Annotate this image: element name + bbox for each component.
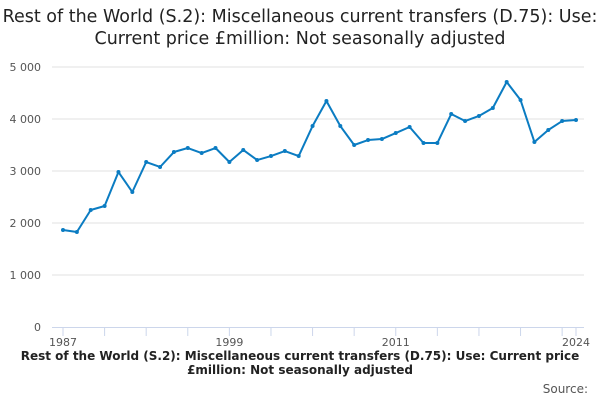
- data-point: [393, 131, 398, 136]
- data-point: [476, 113, 481, 118]
- y-tick-label: 4 000: [10, 113, 42, 126]
- data-point: [407, 125, 412, 130]
- data-point: [518, 98, 523, 103]
- data-point: [116, 170, 121, 175]
- data-point: [560, 119, 565, 124]
- data-point: [435, 141, 440, 146]
- data-point: [74, 229, 79, 234]
- x-tick-label: 1999: [215, 336, 243, 349]
- data-point: [158, 164, 163, 169]
- data-point: [338, 124, 343, 129]
- data-point: [171, 150, 176, 155]
- footer-title: Rest of the World (S.2): Miscellaneous c…: [20, 349, 580, 377]
- data-point: [504, 79, 509, 84]
- data-point: [227, 160, 232, 165]
- data-point: [449, 112, 454, 117]
- data-point: [130, 190, 135, 195]
- x-tick-label: 1987: [49, 336, 77, 349]
- x-tick-label: 2011: [382, 336, 410, 349]
- data-point: [199, 151, 204, 156]
- y-tick-label: 2 000: [10, 217, 42, 230]
- y-tick-label: 1 000: [10, 269, 42, 282]
- data-point: [574, 118, 578, 123]
- data-point: [296, 154, 301, 159]
- data-point: [490, 106, 495, 111]
- data-point: [61, 228, 65, 233]
- chart-title: Rest of the World (S.2): Miscellaneous c…: [2, 7, 598, 49]
- data-point: [352, 143, 357, 147]
- data-point: [282, 149, 287, 154]
- y-tick-label: 3 000: [10, 165, 42, 178]
- data-point: [463, 119, 468, 124]
- source-label: Source:: [542, 382, 588, 396]
- data-point: [324, 99, 329, 104]
- data-point: [88, 208, 93, 212]
- y-tick-label: 0: [34, 321, 41, 334]
- data-point: [102, 203, 107, 208]
- data-point: [546, 128, 551, 133]
- data-point: [185, 146, 190, 151]
- data-point: [310, 124, 315, 129]
- data-point: [268, 154, 273, 159]
- data-point: [144, 160, 149, 165]
- data-point: [241, 147, 246, 152]
- data-point: [421, 141, 426, 146]
- data-series-line: [62, 80, 577, 233]
- data-point: [213, 146, 218, 151]
- data-point: [532, 139, 537, 144]
- data-point: [366, 138, 371, 143]
- y-tick-label: 5 000: [10, 61, 42, 74]
- data-point: [379, 137, 384, 142]
- x-tick-label: 2024: [562, 336, 590, 349]
- data-point: [255, 158, 260, 163]
